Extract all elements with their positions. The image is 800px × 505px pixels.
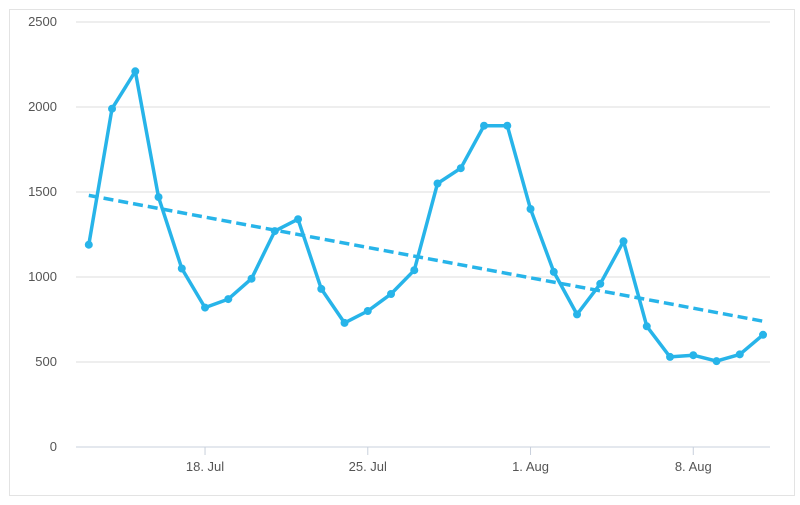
data-point: [759, 330, 768, 339]
data-point: [363, 307, 372, 315]
data-point: [131, 67, 140, 76]
data-point: [201, 303, 210, 312]
data-point: [317, 284, 326, 293]
data-point: [433, 179, 442, 188]
data-point: [619, 237, 628, 246]
x-axis-ticks: 18. Jul 25. Jul 1. Aug 8. Aug: [186, 447, 712, 474]
data-point: [456, 164, 465, 173]
series-points: [84, 67, 768, 366]
y-tick-label-500: 500: [35, 354, 57, 369]
trend-line: [88, 193, 764, 323]
data-point: [294, 215, 303, 224]
data-point: [526, 205, 535, 213]
y-tick-label-2500: 2500: [28, 14, 57, 29]
y-axis-ticks: 0 500 1000 1500 2000 2500: [28, 14, 57, 454]
y-tick-label-1500: 1500: [28, 184, 57, 199]
data-point: [108, 104, 117, 113]
x-tick-label: 18. Jul: [186, 459, 224, 474]
grid-lines: [76, 21, 770, 363]
x-tick-label: 25. Jul: [349, 459, 387, 474]
data-point: [549, 267, 558, 276]
y-tick-label-1000: 1000: [28, 269, 57, 284]
data-point: [340, 318, 349, 327]
series-path: [87, 69, 765, 363]
trendline: [88, 193, 764, 323]
data-point: [503, 121, 512, 130]
data-point: [387, 290, 396, 298]
y-tick-label-2000: 2000: [28, 99, 57, 114]
data-point: [480, 121, 489, 130]
data-point: [735, 350, 744, 359]
series-line: [87, 69, 765, 363]
y-tick-label-0: 0: [50, 439, 57, 454]
data-point: [84, 240, 93, 249]
data-point: [410, 266, 419, 275]
data-point: [596, 279, 605, 288]
data-point: [177, 264, 186, 273]
data-point: [712, 357, 721, 366]
data-point: [247, 274, 256, 283]
data-point: [666, 352, 675, 361]
x-tick-label: 1. Aug: [512, 459, 549, 474]
data-point: [154, 193, 163, 202]
data-point: [642, 322, 651, 331]
x-tick-label: 8. Aug: [675, 459, 712, 474]
data-point: [573, 310, 582, 319]
data-point: [270, 227, 279, 236]
data-point: [224, 295, 233, 304]
data-point: [689, 351, 698, 360]
